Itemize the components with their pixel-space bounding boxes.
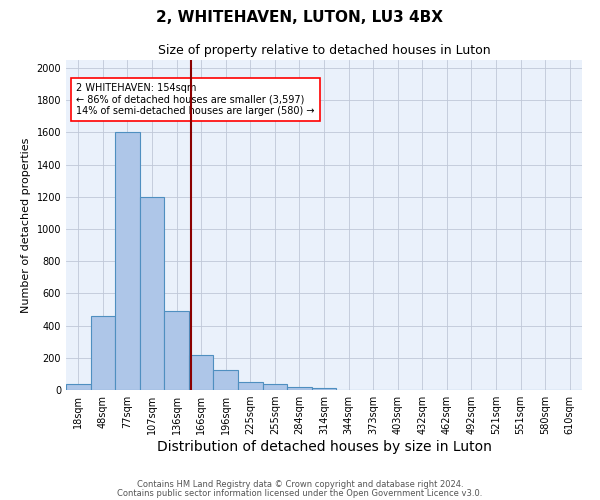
Bar <box>115 132 140 390</box>
Bar <box>312 388 336 390</box>
Text: 2, WHITEHAVEN, LUTON, LU3 4BX: 2, WHITEHAVEN, LUTON, LU3 4BX <box>157 10 443 25</box>
Y-axis label: Number of detached properties: Number of detached properties <box>21 138 31 312</box>
Bar <box>263 384 287 390</box>
Bar <box>140 197 164 390</box>
Text: Contains public sector information licensed under the Open Government Licence v3: Contains public sector information licen… <box>118 489 482 498</box>
Text: Contains HM Land Registry data © Crown copyright and database right 2024.: Contains HM Land Registry data © Crown c… <box>137 480 463 489</box>
Text: 2 WHITEHAVEN: 154sqm
← 86% of detached houses are smaller (3,597)
14% of semi-de: 2 WHITEHAVEN: 154sqm ← 86% of detached h… <box>76 83 315 116</box>
Bar <box>91 316 115 390</box>
Title: Size of property relative to detached houses in Luton: Size of property relative to detached ho… <box>158 44 490 58</box>
Bar <box>164 311 189 390</box>
Bar <box>214 370 238 390</box>
Bar <box>238 382 263 390</box>
Bar <box>287 387 312 390</box>
Bar <box>66 384 91 390</box>
Bar <box>189 356 214 390</box>
X-axis label: Distribution of detached houses by size in Luton: Distribution of detached houses by size … <box>157 440 491 454</box>
